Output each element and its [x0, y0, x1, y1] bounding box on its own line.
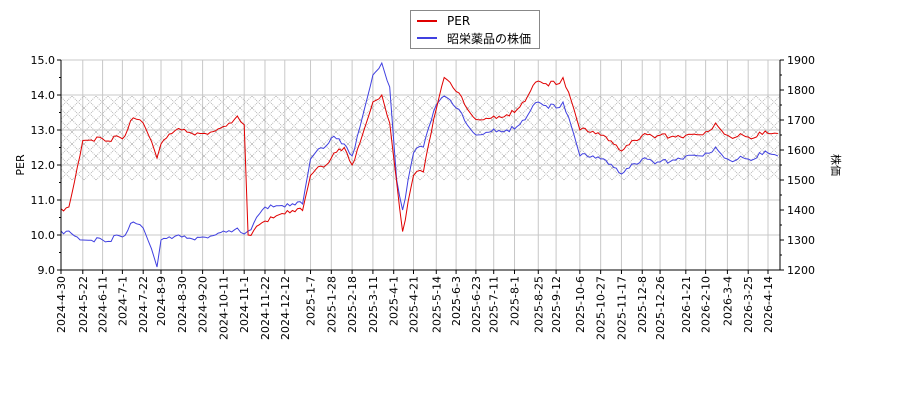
svg-text:2024-12-12: 2024-12-12 [279, 276, 292, 340]
svg-text:2025-5-14: 2025-5-14 [430, 276, 443, 333]
svg-text:2025-1-7: 2025-1-7 [305, 276, 318, 326]
svg-text:2024-8-9: 2024-8-9 [155, 276, 168, 326]
svg-text:2024-5-22: 2024-5-22 [77, 276, 90, 333]
svg-text:2024-7-1: 2024-7-1 [116, 276, 129, 326]
price-line [60, 61, 779, 268]
svg-text:2025-4-1: 2025-4-1 [388, 276, 401, 326]
svg-text:1700: 1700 [787, 114, 815, 127]
svg-text:2025-1-28: 2025-1-28 [325, 276, 338, 333]
svg-text:2025-4-21: 2025-4-21 [408, 276, 421, 333]
svg-text:2025-10-6: 2025-10-6 [574, 276, 587, 333]
svg-text:2025-3-11: 2025-3-11 [367, 276, 380, 333]
svg-text:1800: 1800 [787, 84, 815, 97]
legend-item-price: 昭栄薬品の株価 [417, 30, 531, 46]
svg-text:1900: 1900 [787, 54, 815, 67]
svg-text:1300: 1300 [787, 234, 815, 247]
svg-text:11.0: 11.0 [31, 194, 56, 207]
svg-text:14.0: 14.0 [31, 89, 56, 102]
svg-text:2024-7-22: 2024-7-22 [137, 276, 150, 333]
legend: PER 昭栄薬品の株価 [410, 10, 540, 49]
svg-text:12.0: 12.0 [31, 159, 56, 172]
svg-text:2026-4-14: 2026-4-14 [762, 276, 775, 333]
svg-text:2025-2-18: 2025-2-18 [346, 276, 359, 333]
svg-text:2025-11-17: 2025-11-17 [615, 276, 628, 340]
svg-text:2024-9-20: 2024-9-20 [197, 276, 210, 333]
axes: 9.0 10.0 11.0 12.0 13.0 14.0 15.0 1200 1300 1400 1… [14, 54, 843, 340]
svg-text:2025-12-8: 2025-12-8 [636, 276, 649, 333]
svg-text:2025-6-3: 2025-6-3 [450, 276, 463, 326]
per-range-band [61, 96, 780, 181]
svg-text:2025-8-1: 2025-8-1 [509, 276, 522, 326]
svg-text:2024-10-11: 2024-10-11 [217, 276, 230, 340]
svg-text:2025-6-23: 2025-6-23 [470, 276, 483, 333]
svg-text:株価: 株価 [829, 154, 843, 176]
svg-text:2026-3-4: 2026-3-4 [721, 276, 734, 326]
legend-label: 昭栄薬品の株価 [447, 31, 532, 46]
svg-text:2025-7-11: 2025-7-11 [488, 276, 501, 333]
svg-text:2025-12-26: 2025-12-26 [654, 276, 667, 340]
svg-text:2024-11-22: 2024-11-22 [259, 276, 272, 340]
legend-label: PER [447, 14, 471, 28]
svg-text:2026-2-10: 2026-2-10 [700, 276, 713, 333]
svg-text:1500: 1500 [787, 174, 815, 187]
svg-text:2025-8-25: 2025-8-25 [532, 276, 545, 333]
svg-text:1400: 1400 [787, 204, 815, 217]
legend-swatch-red [417, 20, 437, 22]
svg-text:2024-11-1: 2024-11-1 [238, 276, 251, 333]
svg-text:2024-6-11: 2024-6-11 [97, 276, 110, 333]
legend-item-per: PER [417, 13, 470, 29]
svg-text:1200: 1200 [787, 264, 815, 277]
svg-text:2025-9-12: 2025-9-12 [550, 276, 563, 333]
legend-swatch-blue [417, 37, 437, 39]
svg-text:10.0: 10.0 [31, 229, 56, 242]
svg-text:PER: PER [14, 154, 27, 176]
svg-text:1600: 1600 [787, 144, 815, 157]
svg-text:2026-1-21: 2026-1-21 [680, 276, 693, 333]
svg-text:2024-8-30: 2024-8-30 [176, 276, 189, 333]
svg-text:2025-10-27: 2025-10-27 [595, 276, 608, 340]
svg-text:15.0: 15.0 [31, 54, 56, 67]
svg-text:13.0: 13.0 [31, 124, 56, 137]
svg-text:2024-4-30: 2024-4-30 [55, 276, 68, 333]
series-lines [60, 61, 779, 268]
svg-text:9.0: 9.0 [38, 264, 56, 277]
svg-text:2026-3-25: 2026-3-25 [742, 276, 755, 333]
per-line [60, 76, 778, 236]
